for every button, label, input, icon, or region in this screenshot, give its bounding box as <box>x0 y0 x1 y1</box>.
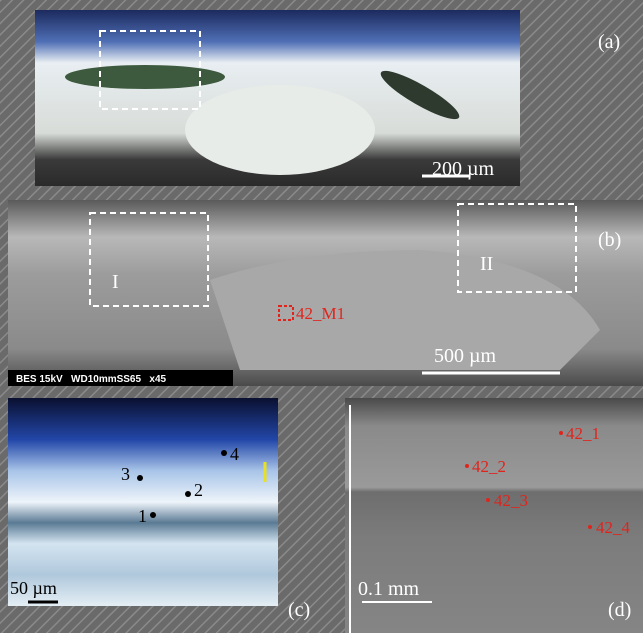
panel-label: (a) <box>598 31 620 53</box>
panel-label: (c) <box>288 599 310 621</box>
point-label: 42_3 <box>494 491 528 510</box>
scale-label: 0.1 mm <box>358 578 420 600</box>
point-label: 4 <box>230 444 239 464</box>
point <box>559 431 563 435</box>
region-label: II <box>480 253 493 275</box>
point-label: 42_M1 <box>296 304 345 323</box>
scale-label: 500 µm <box>434 345 497 367</box>
point-label: 3 <box>121 464 130 484</box>
image <box>8 398 278 606</box>
scale-label: 200 µm <box>432 158 495 180</box>
point-label: 42_2 <box>472 457 506 476</box>
point-label: 2 <box>194 480 203 500</box>
point <box>588 525 592 529</box>
panel-label: (d) <box>608 599 631 621</box>
point <box>185 491 191 497</box>
info-text: BES 15kV WD10mmSS65 x45 <box>16 374 167 385</box>
scale-label: 50 µm <box>10 578 57 598</box>
point <box>150 512 156 518</box>
panel-c: 1 2 3 4 50 µm (c) <box>8 398 310 621</box>
point-label: 42_1 <box>566 424 600 443</box>
point <box>137 475 143 481</box>
region-label: I <box>112 271 119 293</box>
panel-label: (b) <box>598 229 621 251</box>
figure: 200 µm (a) BES 15kV WD10mmSS65 x45 I II … <box>0 0 643 633</box>
point-label: 42_4 <box>596 518 631 537</box>
point-label: 1 <box>138 506 147 526</box>
point <box>221 450 227 456</box>
region <box>185 85 375 175</box>
panel-d: 42_1 42_2 42_3 42_4 0.1 mm (d) <box>345 398 643 633</box>
point <box>486 498 490 502</box>
point <box>465 464 469 468</box>
panel-b: BES 15kV WD10mmSS65 x45 I II 42_M1 500 µ… <box>8 200 643 386</box>
